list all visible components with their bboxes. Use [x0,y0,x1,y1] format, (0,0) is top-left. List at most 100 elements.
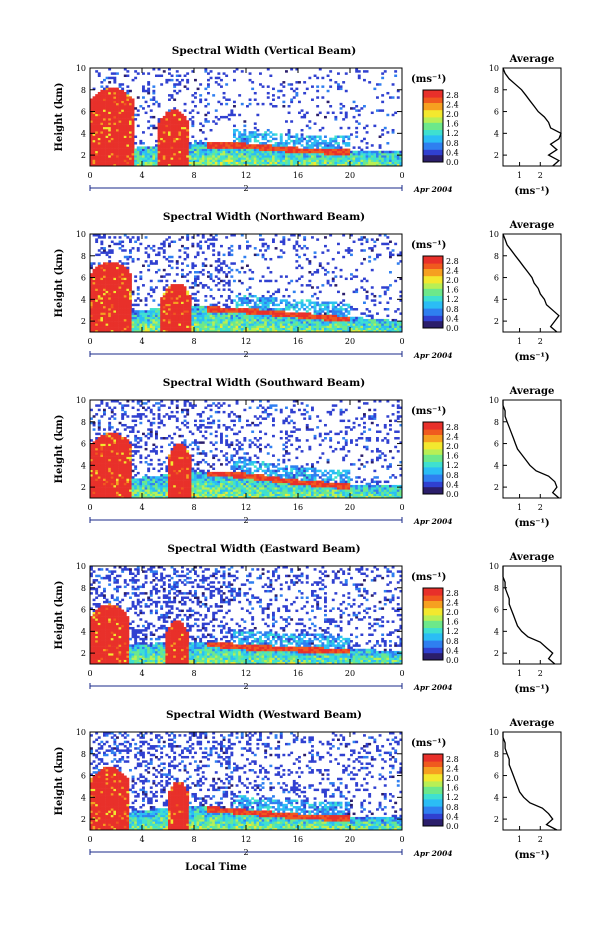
heatmap-cell [173,279,177,283]
heatmap-cell [347,247,351,250]
heatmap-cell [175,310,179,313]
colorbar-segment [423,109,443,112]
heatmap-cell [103,131,106,134]
heatmap-cell [110,318,114,322]
heatmap-cell [165,325,169,328]
heatmap-cell [95,290,99,294]
heatmap-cell [264,137,268,141]
heatmap-cell [376,238,379,241]
heatmap-cell [256,148,260,152]
heatmap-cell [108,155,112,158]
heatmap-cell [155,100,158,104]
heatmap-cell [92,96,96,99]
heatmap-cell [334,321,338,324]
heatmap-cell [396,150,400,154]
heatmap-cell [272,148,275,152]
heatmap-cell [290,305,294,309]
x-tick-label: 0 [87,337,92,346]
heatmap-cell [168,78,171,82]
colorbar-tick-label: 0.0 [446,324,459,333]
heatmap-cell [92,310,96,313]
heatmap-cell [342,329,346,333]
heatmap-cell [123,316,127,320]
heatmap-cell [287,137,291,141]
heatmap-cell [173,144,177,147]
heatmap-cell [126,273,130,276]
heatmap-cell [97,290,101,294]
heatmap-cell [204,312,208,315]
heatmap-cell [144,314,148,318]
heatmap-cell [113,124,117,128]
heatmap-cell [243,148,247,152]
heatmap-cell [162,268,166,272]
heatmap-cell [303,157,307,160]
heatmap-cell [222,327,226,331]
heatmap-cell [183,148,187,152]
heatmap-cell [360,163,364,167]
heatmap-cell [253,316,257,320]
heatmap-cell [248,292,252,296]
heatmap-cell [110,144,114,147]
heatmap-cell [100,452,104,455]
heatmap-cell [378,155,382,158]
heatmap-cell [92,277,96,281]
heatmap-cell [347,150,351,154]
heatmap-cell [97,484,101,488]
heatmap-cell [324,139,327,143]
heatmap-cell [389,297,392,300]
y-tick-label: 6 [81,274,86,283]
heatmap-cell [199,152,203,156]
heatmap-cell [191,325,195,328]
heatmap-cell [298,308,301,311]
heatmap-cell [318,305,322,309]
heatmap-cell [155,271,158,274]
heatmap-cell [168,124,171,128]
heatmap-cell [97,478,101,481]
colorbar-segment [423,313,443,316]
heatmap-cell [313,271,317,274]
heatmap-cell [376,157,379,160]
heatmap-cell [173,118,177,121]
heatmap-cell [110,277,114,281]
heatmap-cell [261,310,265,313]
heatmap-cell [318,68,322,71]
heatmap-cell [157,152,161,156]
heatmap-cell [261,152,265,156]
heatmap-cell [350,277,353,281]
heatmap-cell [201,286,205,289]
heatmap-cell [97,277,101,281]
heatmap-cell [183,85,187,88]
heatmap-cell [160,120,164,123]
heatmap-cell [209,321,213,324]
heatmap-cell [227,157,231,160]
heatmap-cell [149,279,153,283]
heatmap-cell [347,142,351,145]
heatmap-cell [373,257,377,261]
heatmap-cell [373,294,377,298]
heatmap-cell [97,159,101,162]
heatmap-cell [342,142,346,145]
heatmap-cell [311,159,314,162]
heatmap-cell [152,312,156,315]
heatmap-cell [97,489,101,492]
heatmap-cell [368,310,372,313]
heatmap-cell [285,327,288,331]
heatmap-cell [131,316,135,320]
x-tick-label: 0 [399,171,404,180]
heatmap-cell [394,74,398,78]
heatmap-cell [126,266,130,270]
heatmap-cell [155,163,158,167]
heatmap-cell [95,122,99,125]
heatmap-cell [116,262,119,265]
colorbar-segment [423,118,443,121]
heatmap-cell [238,316,242,320]
heatmap-cell [97,234,101,237]
heatmap-cell [316,159,320,162]
heatmap-cell [199,327,203,331]
heatmap-cell [175,124,179,128]
heatmap-cell [394,152,398,156]
heatmap-cell [253,161,257,165]
heatmap-cell [160,161,164,165]
heatmap-cell [308,155,312,158]
heatmap-cell [222,310,226,313]
